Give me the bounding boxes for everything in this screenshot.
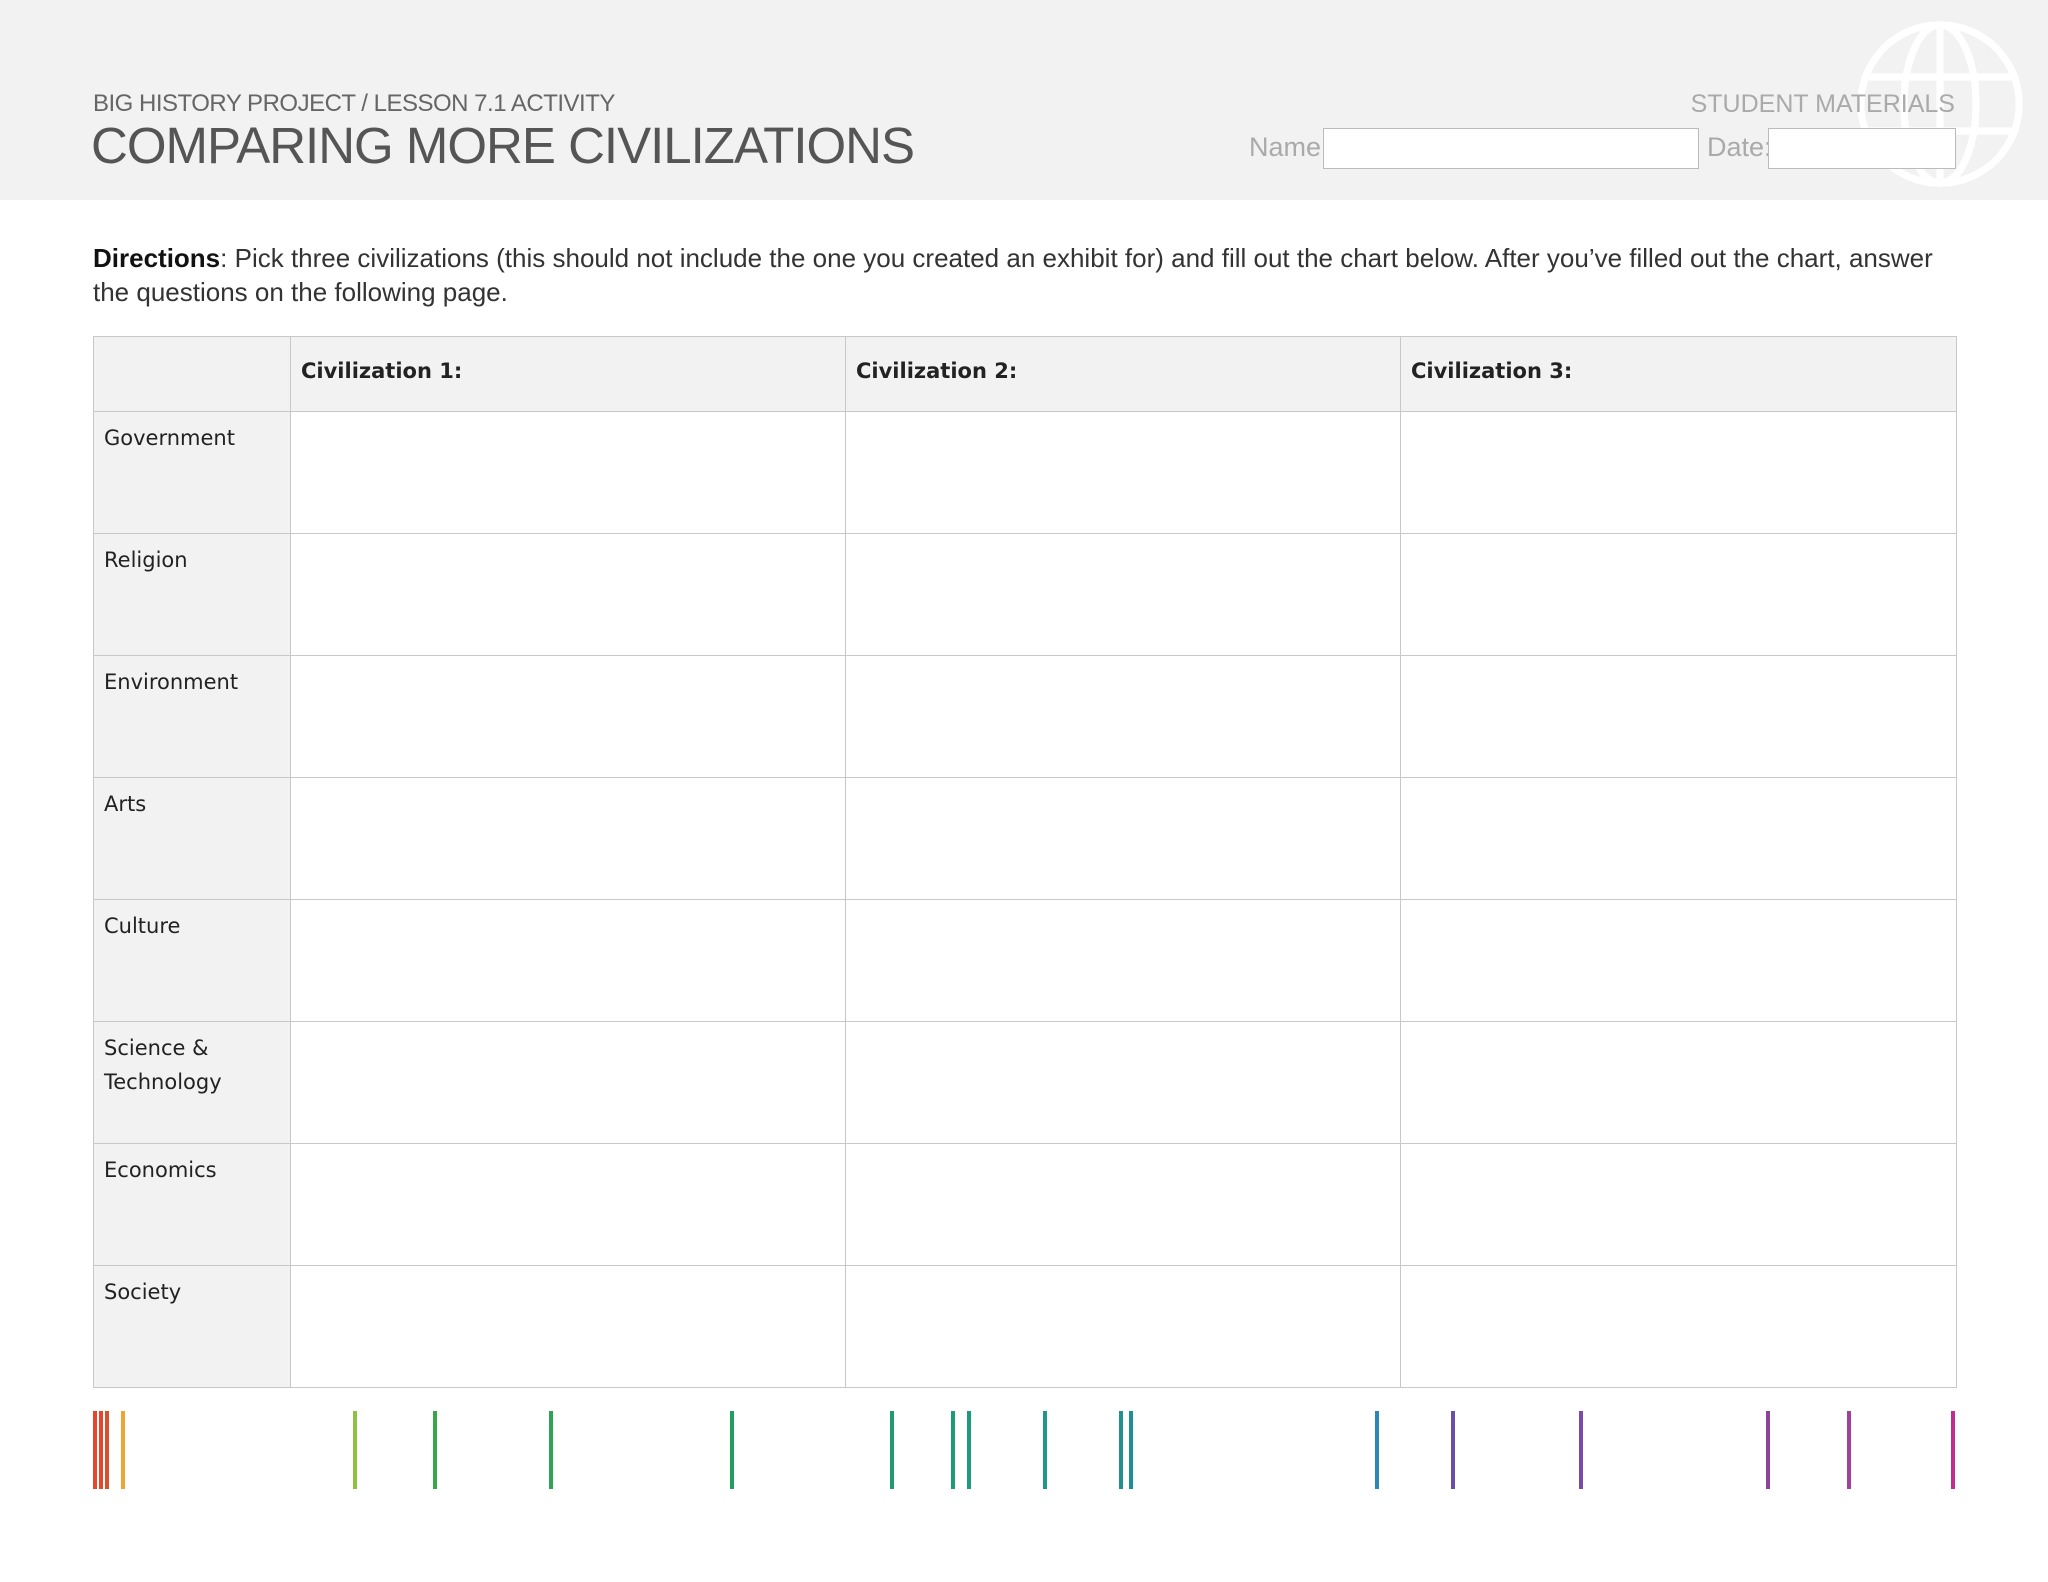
timeline-bar [1847,1411,1851,1489]
row-label-science-technology: Science & Technology [93,1021,291,1144]
answer-cell[interactable] [1400,1265,1957,1388]
answer-cell[interactable] [290,899,846,1022]
lesson-kicker: BIG HISTORY PROJECT / LESSON 7.1 ACTIVIT… [93,90,615,117]
name-label: Name: [1249,132,1329,162]
answer-cell[interactable] [290,533,846,656]
name-field[interactable] [1323,128,1699,169]
date-field[interactable] [1768,128,1956,169]
answer-cell[interactable] [290,1143,846,1266]
answer-cell[interactable] [1400,655,1957,778]
answer-cell[interactable] [290,1265,846,1388]
timeline-bar [1766,1411,1770,1489]
table-row: Religion [93,533,1957,656]
table-row: Arts [93,777,1957,900]
answer-cell[interactable] [1400,777,1957,900]
answer-cell[interactable] [1400,1021,1957,1144]
timeline-bar [353,1411,357,1489]
table-row: Environment [93,655,1957,778]
answer-cell[interactable] [1400,533,1957,656]
comparison-table: Civilization 1: Civilization 2: Civiliza… [93,336,1957,1388]
row-label-society: Society [93,1265,291,1388]
row-label-religion: Religion [93,533,291,656]
timeline-bar [93,1411,97,1489]
timeline-bar [105,1411,109,1489]
timeline-bar [1043,1411,1047,1489]
answer-cell[interactable] [845,1265,1401,1388]
answer-cell[interactable] [290,1021,846,1144]
timeline-bar [99,1411,103,1489]
column-header-civilization-3: Civilization 3: [1400,336,1957,412]
row-label-culture: Culture [93,899,291,1022]
timeline-bar [1579,1411,1583,1489]
directions-body: : Pick three civilizations (this should … [93,243,1933,307]
answer-cell[interactable] [845,777,1401,900]
table-row: Government [93,411,1957,534]
row-label-economics: Economics [93,1143,291,1266]
row-label-environment: Environment [93,655,291,778]
timeline-bar [1375,1411,1379,1489]
table-row: Society [93,1265,1957,1388]
answer-cell[interactable] [845,899,1401,1022]
answer-cell[interactable] [845,655,1401,778]
row-label-government: Government [93,411,291,534]
answer-cell[interactable] [290,655,846,778]
timeline-bar [1451,1411,1455,1489]
answer-cell[interactable] [845,533,1401,656]
timeline-bar [951,1411,955,1489]
timeline-bar [1951,1411,1955,1489]
table-row: Culture [93,899,1957,1022]
table-row: Science & Technology [93,1021,1957,1144]
answer-cell[interactable] [845,1021,1401,1144]
column-header-civilization-1: Civilization 1: [290,336,846,412]
student-materials-label: STUDENT MATERIALS [1690,90,1955,118]
timeline-bar [967,1411,971,1489]
column-header-civilization-2: Civilization 2: [845,336,1401,412]
timeline-bar [890,1411,894,1489]
answer-cell[interactable] [1400,899,1957,1022]
timeline-strip [93,1411,1955,1489]
table-row: Economics [93,1143,1957,1266]
timeline-bar [549,1411,553,1489]
answer-cell[interactable] [290,411,846,534]
corner-header-cell [93,336,291,412]
answer-cell[interactable] [845,411,1401,534]
timeline-bar [730,1411,734,1489]
directions-text: Directions: Pick three civilizations (th… [93,241,1973,309]
directions-lead: Directions [93,243,221,273]
answer-cell[interactable] [1400,411,1957,534]
table-header-row: Civilization 1: Civilization 2: Civiliza… [93,336,1957,412]
answer-cell[interactable] [290,777,846,900]
timeline-bar [1119,1411,1123,1489]
timeline-bar [433,1411,437,1489]
answer-cell[interactable] [845,1143,1401,1266]
answer-cell[interactable] [1400,1143,1957,1266]
page-header: BIG HISTORY PROJECT / LESSON 7.1 ACTIVIT… [0,0,2048,200]
row-label-arts: Arts [93,777,291,900]
timeline-bar [121,1411,125,1489]
timeline-bar [1129,1411,1133,1489]
page-title: COMPARING MORE CIVILIZATIONS [91,117,915,174]
date-label: Date: [1707,132,1772,162]
